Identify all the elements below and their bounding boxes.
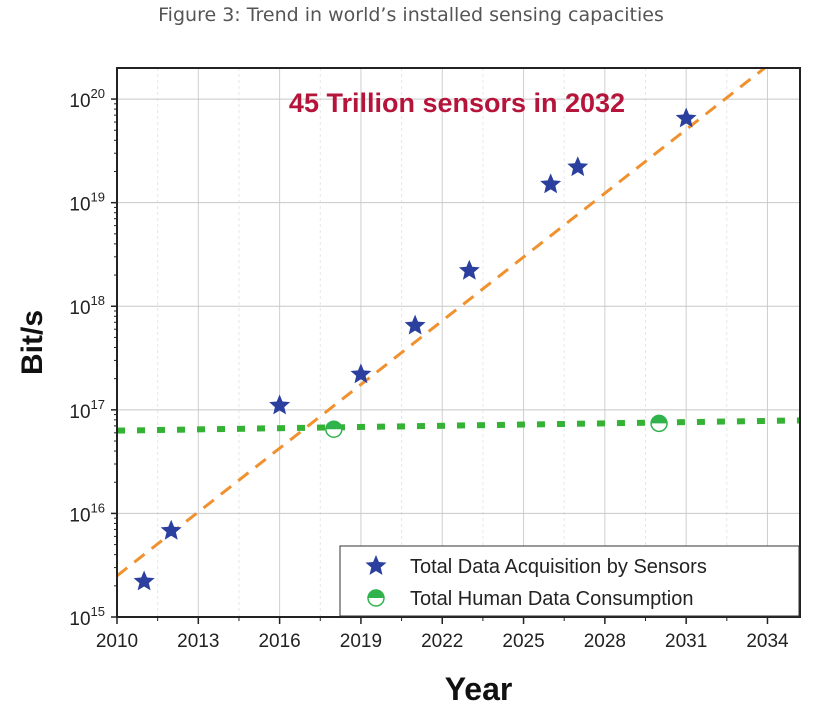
x-tick-label: 2010 [96, 631, 138, 652]
legend-half-circle-icon [367, 589, 385, 607]
x-tick-label: 2016 [258, 631, 300, 652]
legend: Total Data Acquisition by Sensors Total H… [339, 545, 800, 617]
x-tick-label: 2028 [584, 631, 626, 652]
human-data-point [325, 420, 343, 438]
sensor-data-point [269, 394, 291, 415]
human-data-point [650, 414, 668, 433]
y-tick-label: 1015 [69, 604, 105, 630]
sensor-trend-line [116, 66, 766, 577]
sensor-data-point [404, 314, 426, 335]
y-tick-label: 1020 [69, 86, 105, 112]
y-tick-label: 1018 [69, 293, 105, 319]
sensor-data-point [675, 107, 697, 128]
marker-fill [325, 421, 342, 430]
sensor-data-point [350, 363, 372, 384]
annotation-text: 45 Trillion sensors in 2032 [289, 88, 625, 118]
x-axis-label: Year [445, 671, 513, 707]
human-trend-line [116, 417, 801, 434]
x-tick-label: 2031 [665, 631, 707, 652]
figure-title: Figure 3: Trend in world’s installed sen… [158, 4, 664, 26]
x-tick-label: 2034 [746, 631, 789, 652]
sensor-data-point [133, 570, 155, 591]
sensor-data-point [160, 519, 182, 540]
legend-label-sensors: Total Data Acquisition by Sensors [410, 556, 707, 578]
x-tick-label: 2019 [340, 631, 382, 652]
sensor-data-point [540, 173, 562, 194]
y-tick-label: 1019 [69, 190, 105, 216]
sensor-data-point [567, 156, 589, 177]
plot-frame [116, 67, 801, 618]
marker-fill [651, 415, 668, 424]
sensor-data-point [458, 259, 480, 280]
y-axis-label: Bit/s [16, 310, 49, 375]
x-tick-label: 2013 [177, 631, 219, 652]
y-tick-label: 1017 [69, 397, 105, 423]
marker-fill [368, 590, 384, 598]
x-tick-label: 2025 [502, 631, 544, 652]
y-tick-label: 1016 [69, 500, 105, 526]
legend-box [339, 545, 800, 617]
x-tick-label: 2022 [421, 631, 463, 652]
legend-star-icon [365, 555, 387, 575]
legend-label-human: Total Human Data Consumption [410, 588, 693, 610]
